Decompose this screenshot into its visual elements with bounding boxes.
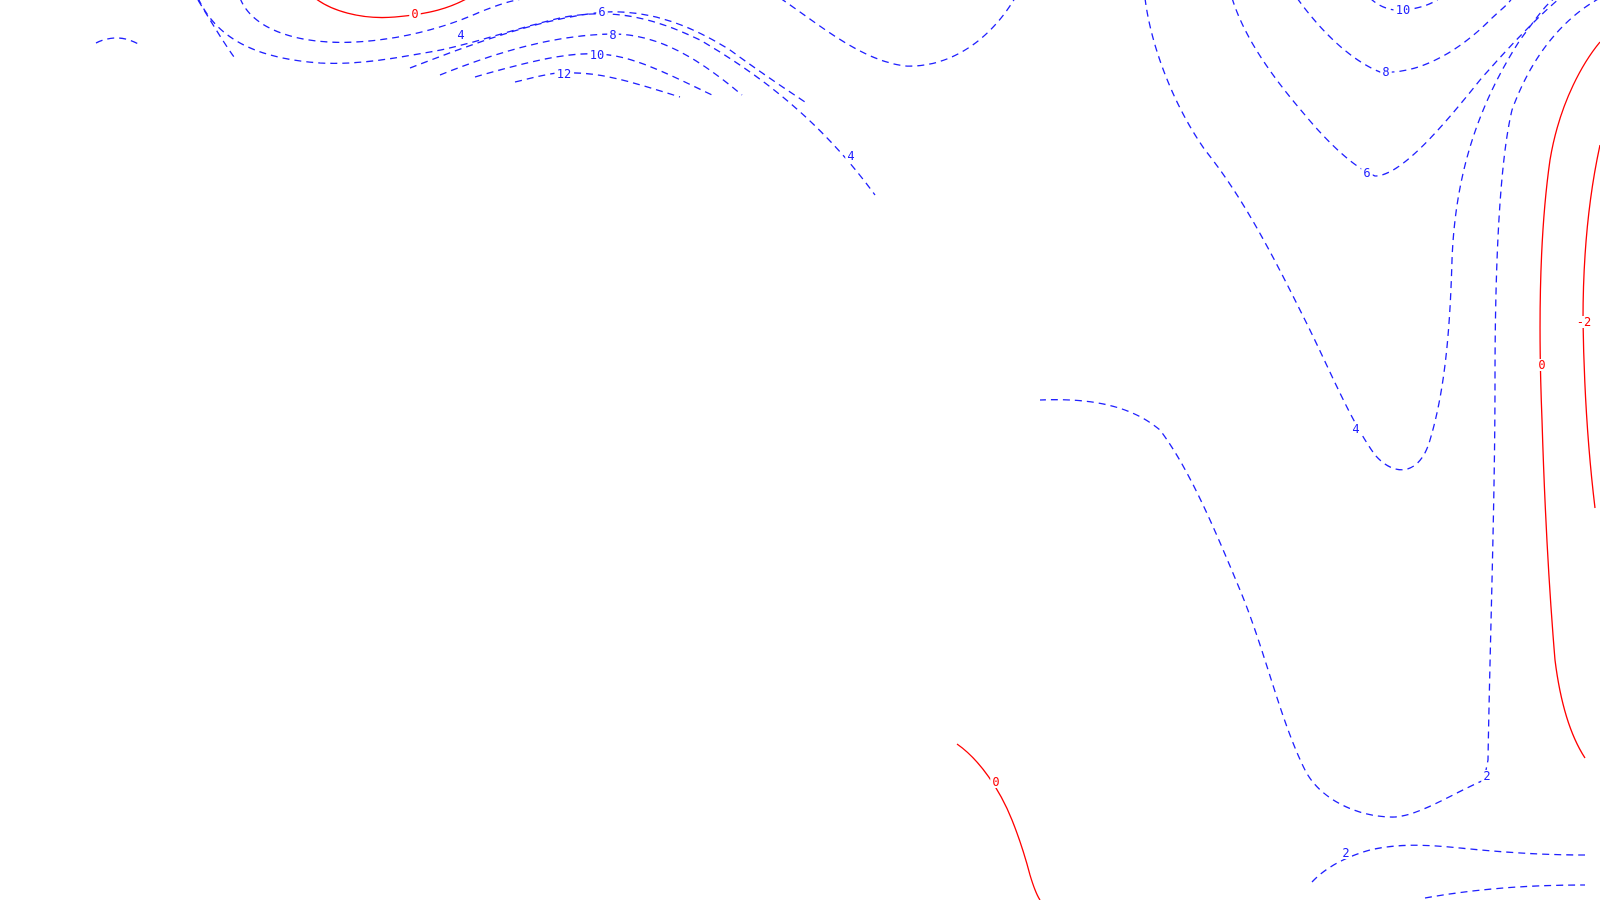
contour-line-c12a bbox=[514, 72, 681, 98]
contour-label-bg bbox=[587, 49, 607, 61]
contour-label-c0a-0: 0 bbox=[411, 7, 418, 21]
contour-line-c2b bbox=[781, 0, 1015, 67]
contour-label-bg bbox=[1574, 316, 1594, 328]
contour-line-c4a bbox=[240, 0, 521, 44]
contour-line-c8b bbox=[1297, 0, 1512, 73]
contour-label-c4a-0: 4 bbox=[457, 28, 464, 42]
contour-line-c6a bbox=[409, 11, 806, 103]
contour-label-bg bbox=[455, 29, 467, 41]
contour-line-c2d bbox=[1039, 0, 1598, 818]
contour-label-bg bbox=[1380, 66, 1392, 78]
contour-label-bg bbox=[845, 150, 857, 162]
contour-label-c4b-0: 4 bbox=[847, 149, 854, 163]
contour-label-c8b-0: 8 bbox=[1382, 65, 1389, 79]
contour-label-c8a-0: 8 bbox=[609, 28, 616, 42]
contour-line-c4b bbox=[198, 0, 876, 196]
contour-line-c0a bbox=[316, 0, 466, 19]
contour-line-c2c bbox=[95, 37, 141, 46]
contour-label-bg bbox=[1536, 359, 1548, 371]
contour-label-bg bbox=[409, 8, 421, 20]
contour-label-bg bbox=[554, 68, 574, 80]
contour-label-bg bbox=[1361, 167, 1373, 179]
contour-label-c0b-0: 0 bbox=[1538, 358, 1545, 372]
contour-line-c0b bbox=[1539, 41, 1600, 759]
contour-line-c8a bbox=[439, 33, 743, 96]
contour-line-c2f bbox=[1424, 884, 1586, 899]
contour-label-bg bbox=[1340, 847, 1352, 859]
contour-label-bg bbox=[990, 776, 1002, 788]
contour-label-c10b-0: 10 bbox=[1396, 3, 1410, 17]
contour-line-c2a bbox=[197, 0, 235, 58]
contour-line-c4c bbox=[1144, 0, 1554, 471]
contour-label-c2d-0: 2 bbox=[1483, 769, 1490, 783]
contour-label-bg bbox=[1350, 423, 1362, 435]
contour-label-c2e-0: 2 bbox=[1342, 846, 1349, 860]
contour-label-bg bbox=[607, 29, 619, 41]
contour-label-c0c-0: 0 bbox=[992, 775, 999, 789]
contour-label-c6a-0: 6 bbox=[598, 5, 605, 19]
contour-label-c10a-0: 10 bbox=[590, 48, 604, 62]
contour-label-bg bbox=[1393, 4, 1413, 16]
contour-line-c2e bbox=[1311, 844, 1586, 883]
contour-label-c6b-0: 6 bbox=[1363, 166, 1370, 180]
contour-line-c6b bbox=[1231, 0, 1559, 177]
contour-label-c12a-0: 12 bbox=[557, 67, 571, 81]
contour-label-bg bbox=[596, 6, 608, 18]
contour-lines bbox=[95, 0, 1600, 900]
contour-label-cm2-0: -2 bbox=[1577, 315, 1591, 329]
contour-label-bg bbox=[1481, 770, 1493, 782]
contour-line-c0c bbox=[956, 743, 1041, 900]
contour-label-c4c-0: 4 bbox=[1352, 422, 1359, 436]
